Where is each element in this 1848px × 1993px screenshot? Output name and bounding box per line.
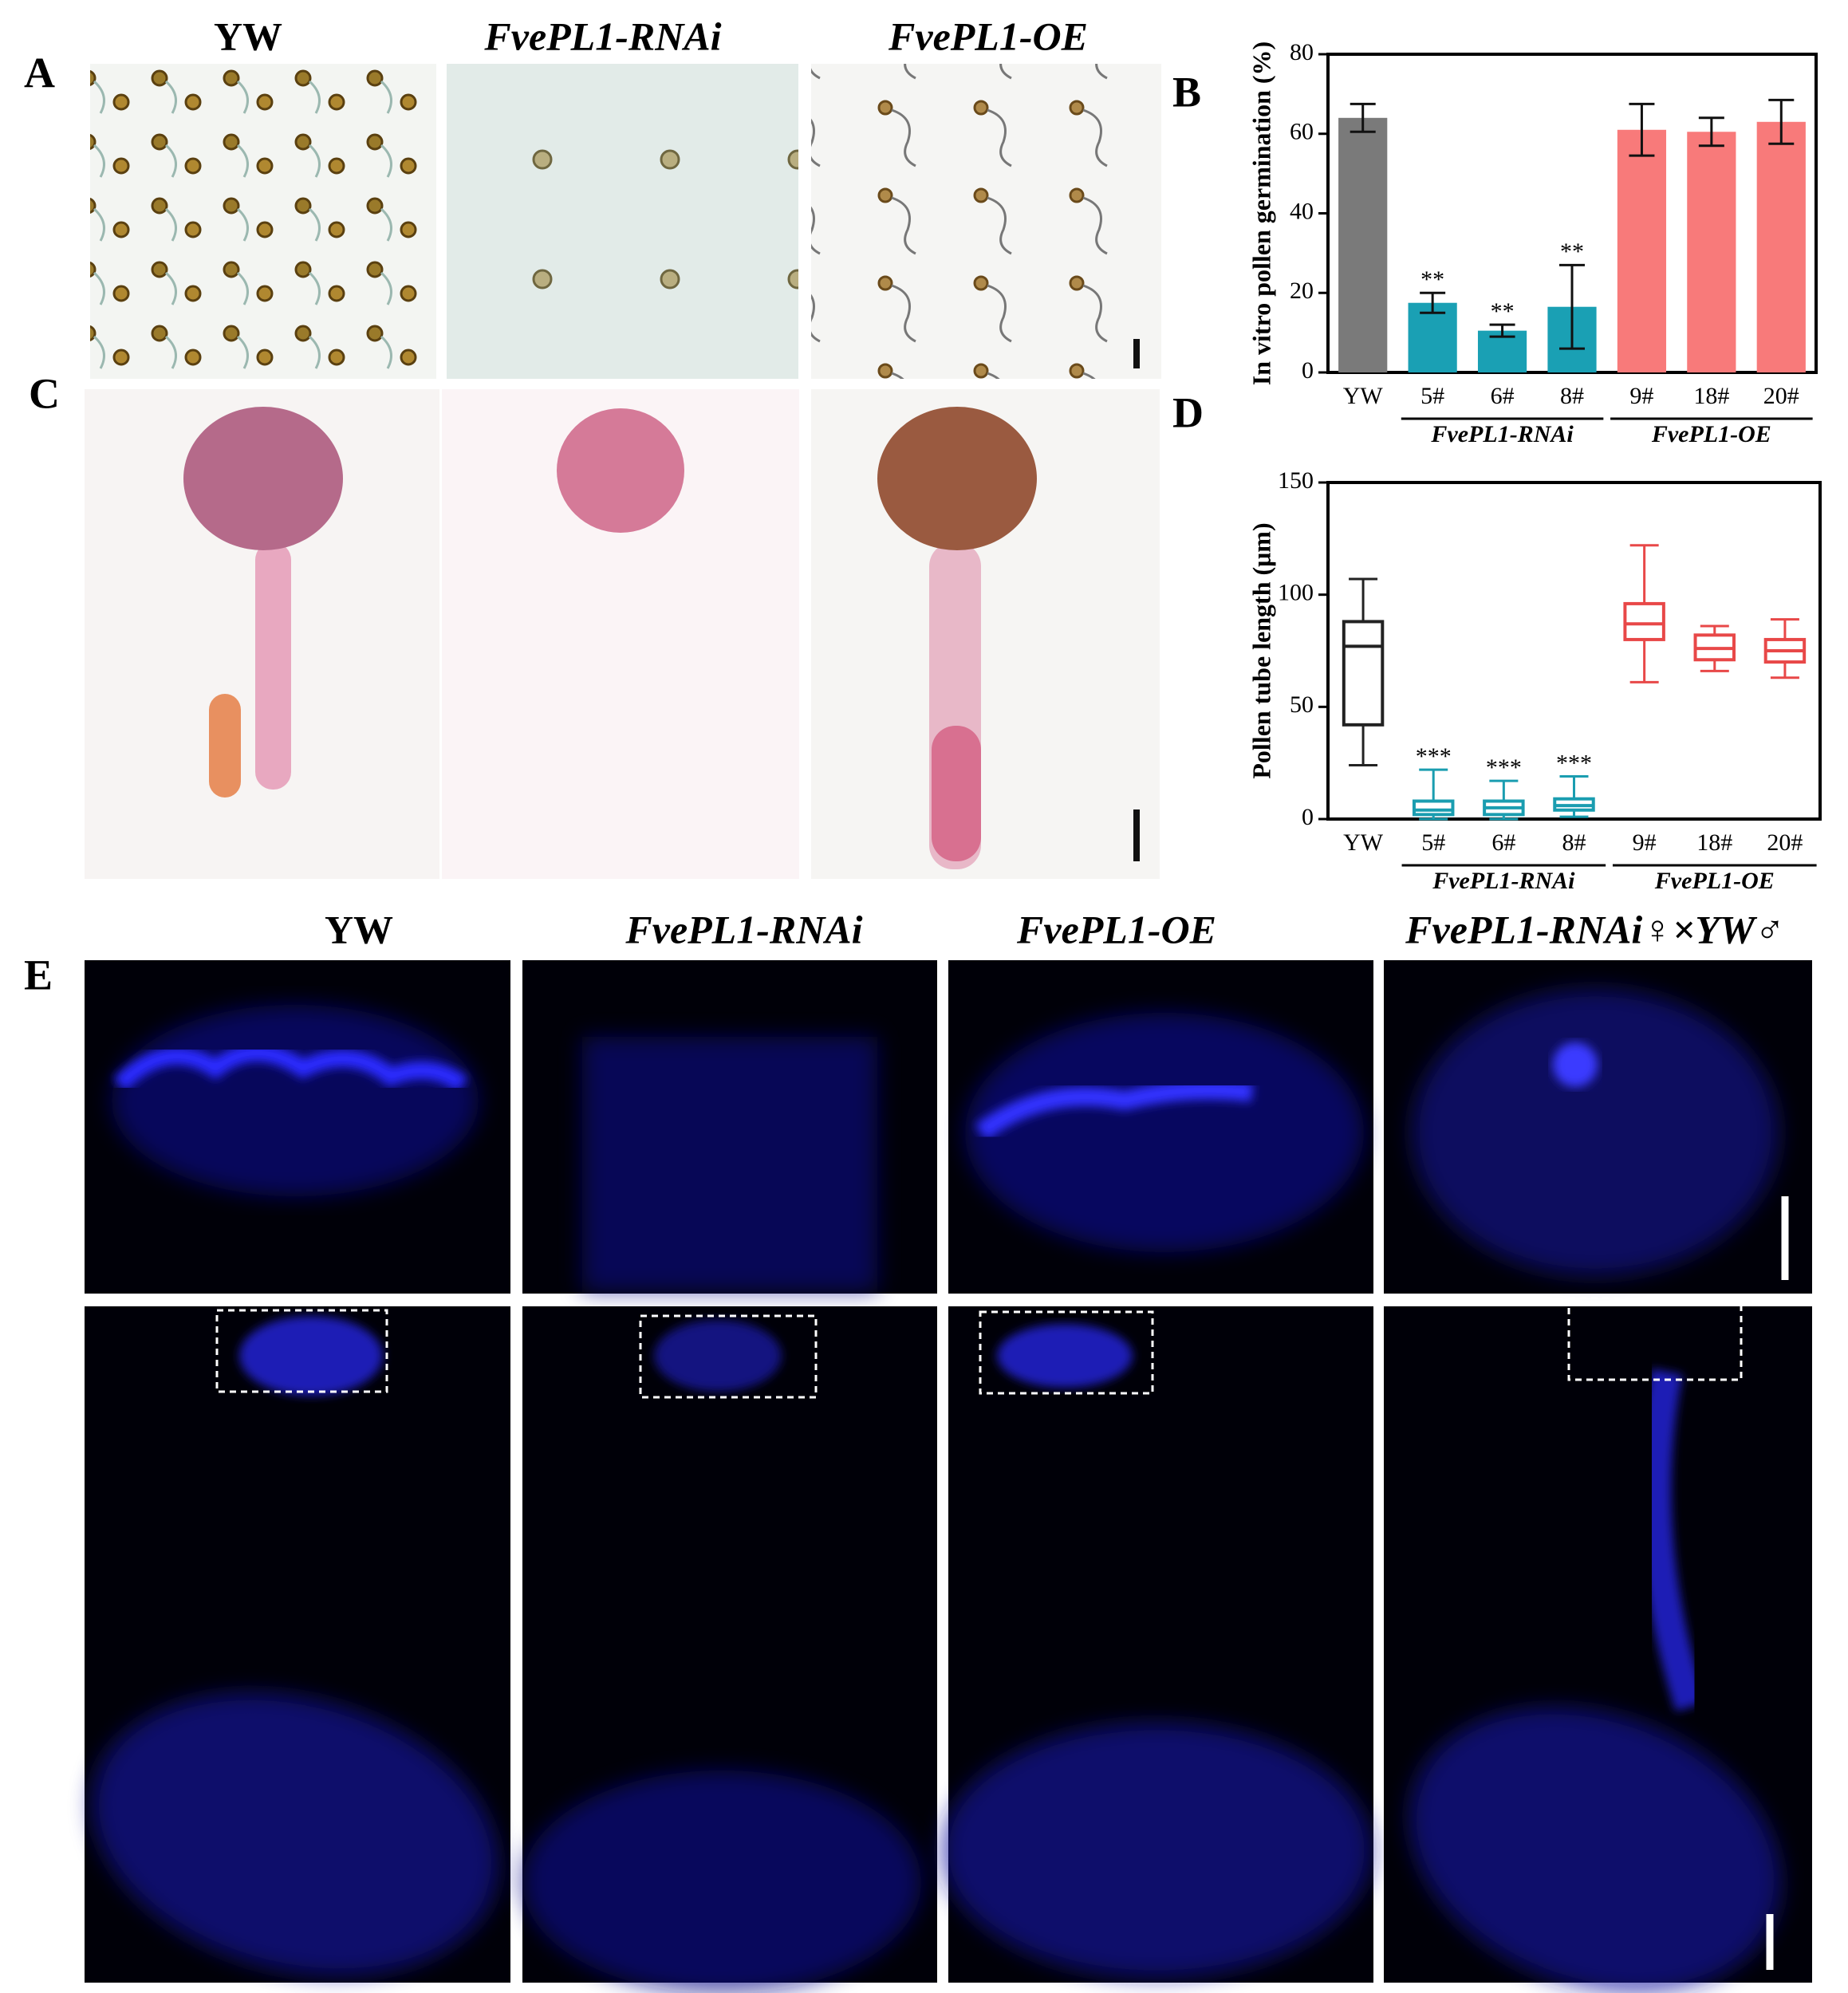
bar <box>1338 117 1388 373</box>
significance: *** <box>1486 754 1522 781</box>
x-tick-label: 6# <box>1491 383 1515 409</box>
pollen-grain <box>183 407 343 550</box>
box <box>1342 620 1385 727</box>
significance: ** <box>1491 298 1515 325</box>
stigma <box>997 1324 1133 1388</box>
y-tick-label: 0 <box>1302 357 1314 384</box>
x-tick-label: 9# <box>1633 829 1657 856</box>
pollen-tube-tip <box>209 694 241 798</box>
group-label: FvePL1-RNAi <box>1430 421 1574 447</box>
y-tick-label: 150 <box>1278 467 1314 494</box>
panel-label: E <box>24 951 53 998</box>
y-tick-label: 60 <box>1290 119 1314 145</box>
pollen-tubes <box>975 1080 1254 1140</box>
bar <box>1617 129 1667 372</box>
stigma <box>1412 989 1779 1276</box>
zoom-box <box>639 1314 818 1399</box>
column-title: FvePL1-RNAi <box>483 14 721 58</box>
x-tick-label: 20# <box>1767 829 1803 856</box>
significance: *** <box>1556 750 1592 776</box>
pollen-tube <box>255 542 291 790</box>
micrograph-pollen <box>90 64 436 379</box>
error-bar <box>1420 291 1446 314</box>
micrograph-pollen <box>447 64 798 379</box>
ovule <box>1409 1707 1781 1993</box>
pollen-grain <box>557 408 684 533</box>
error-bar <box>1698 116 1724 148</box>
bar <box>1756 121 1806 372</box>
group-label: FvePL1-OE <box>1654 868 1775 894</box>
x-tick-label: 8# <box>1560 383 1584 409</box>
error-bar <box>1629 102 1655 157</box>
bar <box>1687 132 1736 372</box>
plot-frame <box>1326 481 1822 821</box>
error-bar <box>1559 263 1585 350</box>
x-tick-label: 18# <box>1693 383 1729 409</box>
panel-label: B <box>1172 68 1201 116</box>
x-tick-label: 9# <box>1629 383 1653 409</box>
x-tick-label: 20# <box>1763 383 1799 409</box>
y-tick-label: 80 <box>1290 39 1314 65</box>
x-tick-label: 6# <box>1491 829 1515 856</box>
column-title: YW <box>325 907 393 951</box>
y-tick-label: 50 <box>1290 691 1314 718</box>
x-tick-label: YW <box>1343 383 1384 409</box>
stigma <box>239 1316 383 1396</box>
y-tick-label: 40 <box>1290 198 1314 224</box>
y-tick-label: 20 <box>1290 278 1314 304</box>
micrograph-pollen <box>811 64 1161 379</box>
zoom-box <box>1567 1297 1743 1381</box>
panel-label: C <box>29 369 60 417</box>
stigma <box>112 1005 479 1196</box>
ovule <box>941 1723 1372 1978</box>
x-tick-label: YW <box>1343 829 1384 856</box>
y-tick-label: 0 <box>1302 804 1314 830</box>
column-title: FvePL1-RNAi♀×YW♂ <box>1405 907 1785 951</box>
panel-label: A <box>24 49 55 96</box>
ovule <box>522 1770 921 1993</box>
group-label: FvePL1-OE <box>1651 421 1771 447</box>
error-bar <box>1768 98 1795 145</box>
column-title: FvePL1-RNAi <box>625 907 862 951</box>
group-label: FvePL1-RNAi <box>1432 868 1575 894</box>
y-axis-label: Pollen tube length (μm) <box>1247 522 1275 778</box>
box <box>1623 601 1665 641</box>
significance: *** <box>1416 743 1452 770</box>
column-title: FvePL1-OE <box>1016 907 1216 951</box>
x-tick-label: 18# <box>1696 829 1732 856</box>
x-tick-label: 5# <box>1420 383 1444 409</box>
panel-label: D <box>1172 388 1204 436</box>
zoom-box <box>979 1310 1154 1395</box>
x-tick-label: 8# <box>1562 829 1586 856</box>
box <box>1412 799 1455 817</box>
bar <box>1408 302 1457 372</box>
error-bar <box>1489 323 1515 338</box>
zoom-box <box>215 1309 388 1393</box>
column-title: YW <box>214 14 282 58</box>
style <box>1639 1369 1707 1712</box>
pollen-grain <box>1553 1042 1598 1087</box>
pollen-grain <box>877 407 1037 550</box>
x-tick-label: 5# <box>1421 829 1445 856</box>
significance: ** <box>1420 266 1444 293</box>
pollen-tube-tip <box>932 726 981 861</box>
y-tick-label: 100 <box>1278 580 1314 606</box>
error-bar <box>1350 102 1376 133</box>
ovule <box>92 1692 498 1976</box>
y-axis-label: In vitro pollen germination (%) <box>1247 41 1275 385</box>
stigma <box>654 1320 782 1392</box>
significance: ** <box>1560 238 1584 265</box>
column-title: FvePL1-OE <box>888 14 1088 58</box>
pollen-tubes <box>113 1044 468 1093</box>
stigma <box>582 1037 877 1292</box>
stigma <box>965 1013 1364 1252</box>
